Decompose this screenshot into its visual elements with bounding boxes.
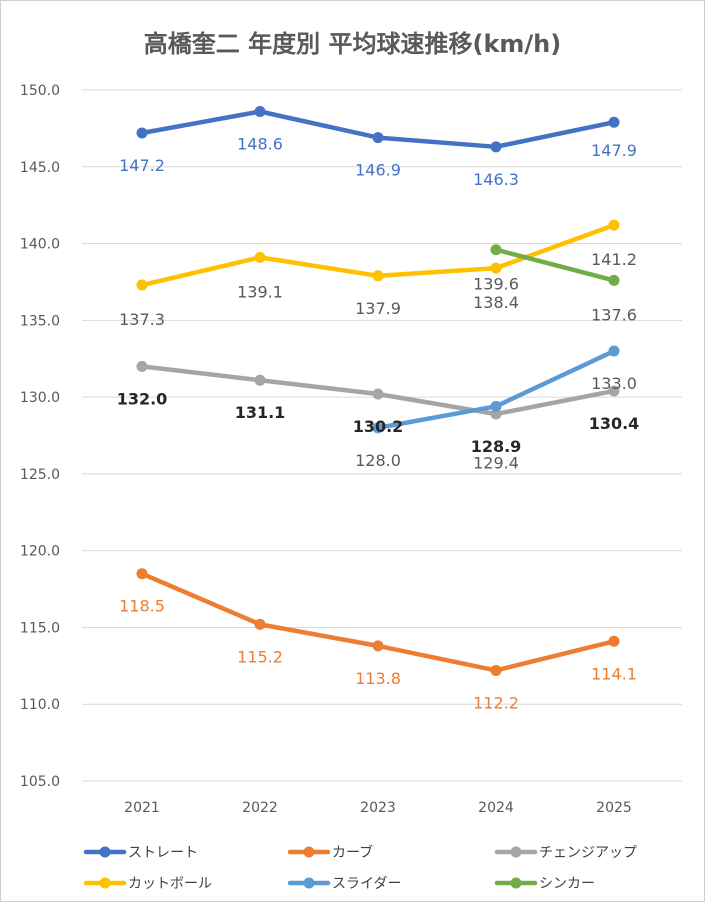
data-label: 139.1 — [237, 282, 283, 301]
data-point — [490, 262, 502, 274]
chart-title: 高橋奎二 年度別 平均球速推移(km/h) — [143, 30, 562, 58]
data-point — [372, 388, 384, 400]
data-point — [136, 360, 148, 372]
legend-marker — [303, 846, 315, 858]
y-tick-label: 105.0 — [20, 774, 60, 790]
legend-marker — [510, 877, 522, 889]
y-tick-label: 130.0 — [20, 390, 60, 406]
data-point — [490, 400, 502, 412]
data-point — [608, 385, 620, 397]
data-label: 128.9 — [471, 437, 522, 456]
data-point — [490, 141, 502, 153]
data-label: 137.3 — [119, 310, 165, 329]
x-tick-label: 2025 — [596, 800, 632, 816]
data-point — [136, 568, 148, 580]
legend-label: ストレート — [128, 845, 198, 861]
data-label: 129.4 — [473, 453, 519, 472]
data-point — [608, 116, 620, 128]
y-tick-label: 135.0 — [20, 313, 60, 329]
data-point — [136, 127, 148, 139]
data-label: 137.6 — [591, 305, 637, 324]
y-tick-label: 150.0 — [20, 83, 60, 99]
data-label: 146.3 — [473, 170, 519, 189]
legend-marker — [510, 846, 522, 858]
series-line-カーブ — [139, 571, 617, 673]
data-label: 131.1 — [235, 403, 286, 422]
data-point — [254, 251, 266, 263]
y-tick-label: 120.0 — [20, 544, 60, 560]
data-label: 148.6 — [237, 134, 283, 153]
data-label: 118.5 — [119, 597, 165, 616]
x-tick-label: 2024 — [478, 800, 514, 816]
y-tick-label: 125.0 — [20, 467, 60, 483]
data-point — [254, 618, 266, 630]
y-tick-label: 110.0 — [20, 697, 60, 713]
data-label: 138.4 — [473, 293, 519, 312]
data-point — [136, 279, 148, 291]
legend-label: シンカー — [539, 876, 595, 892]
y-tick-label: 115.0 — [20, 620, 60, 636]
data-point — [490, 244, 502, 256]
data-label: 113.8 — [355, 669, 401, 688]
legend-marker — [99, 877, 111, 889]
data-point — [490, 664, 502, 676]
legend-marker — [99, 846, 111, 858]
data-label: 132.0 — [117, 389, 168, 408]
data-label: 141.2 — [591, 250, 637, 269]
series-line-シンカー — [493, 247, 617, 283]
x-tick-label: 2021 — [124, 800, 160, 816]
data-label: 112.2 — [473, 693, 519, 712]
data-point — [372, 640, 384, 652]
data-point — [372, 422, 384, 434]
data-label: 133.0 — [591, 374, 637, 393]
data-point — [490, 408, 502, 420]
y-tick-label: 145.0 — [20, 160, 60, 176]
data-point — [608, 635, 620, 647]
x-tick-label: 2023 — [360, 800, 396, 816]
data-point — [372, 132, 384, 144]
data-label: 130.4 — [589, 414, 640, 433]
legend-label: カットボール — [128, 876, 212, 892]
y-tick-label: 140.0 — [20, 237, 60, 253]
legend-label: スライダー — [332, 876, 401, 892]
data-point — [254, 105, 266, 117]
data-point — [608, 274, 620, 286]
x-tick-label: 2022 — [242, 800, 278, 816]
legend-marker — [303, 877, 315, 889]
data-point — [254, 374, 266, 386]
data-label: 114.1 — [591, 664, 637, 683]
data-label: 139.6 — [473, 275, 519, 294]
legend-label: カーブ — [332, 844, 373, 861]
data-label: 115.2 — [237, 647, 283, 666]
data-point — [608, 345, 620, 357]
data-label: 137.9 — [355, 299, 401, 318]
data-label: 147.2 — [119, 156, 165, 175]
data-point — [372, 270, 384, 282]
data-label: 128.0 — [355, 451, 401, 470]
data-point — [608, 219, 620, 231]
data-label: 146.9 — [355, 161, 401, 180]
data-label: 147.9 — [591, 141, 637, 160]
data-label: 130.2 — [353, 417, 404, 436]
legend-label: チェンジアップ — [539, 845, 637, 861]
